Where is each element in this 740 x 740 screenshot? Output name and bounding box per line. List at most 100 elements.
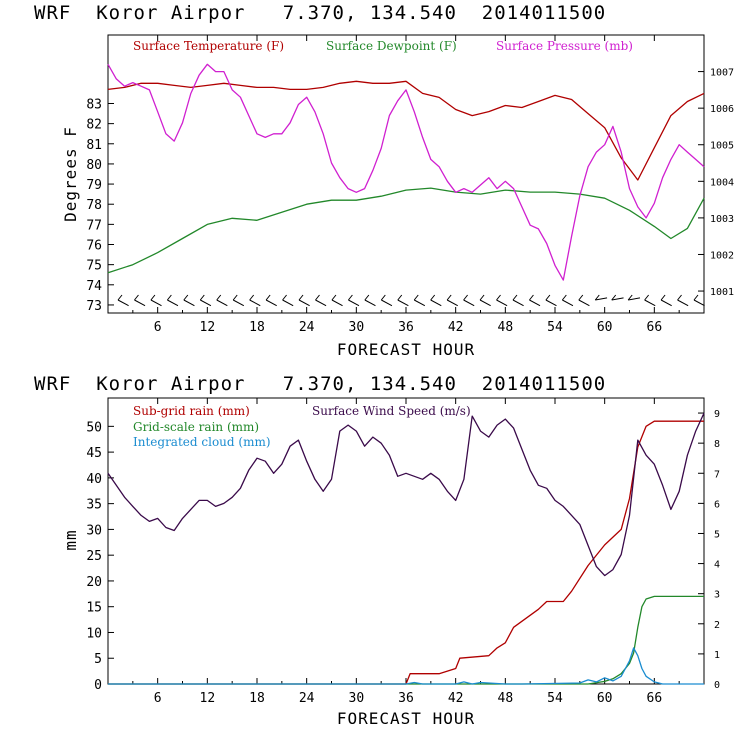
wind-barb-feather <box>216 294 222 301</box>
wind-barb-feather <box>545 294 551 301</box>
x-tick-label: 18 <box>249 320 265 335</box>
wind-barb <box>348 299 360 307</box>
wind-barb-feather <box>627 294 633 301</box>
top-y-axis-label: Degrees F <box>61 126 80 222</box>
bottom-y-axis-label: mm <box>61 529 80 550</box>
y2-tick-label: 3 <box>714 590 720 601</box>
y-tick-label: 15 <box>86 601 102 616</box>
x-tick-label: 6 <box>154 691 162 706</box>
x-tick-label: 12 <box>200 691 216 706</box>
series-line-integrated-cloud-mm <box>108 647 704 685</box>
wind-barb-feather <box>446 294 452 301</box>
x-tick-label: 6 <box>154 320 162 335</box>
y-tick-label: 40 <box>86 472 102 487</box>
x-tick-label: 60 <box>597 320 613 335</box>
y2-tick-label: 1003 <box>710 214 734 225</box>
wind-barb-feather <box>561 294 567 301</box>
y-tick-label: 82 <box>86 118 102 133</box>
top-y-ticks: 73 74 75 76 77 78 79 80 81 82 83 <box>86 97 114 314</box>
legend-surface-dewpoint: Surface Dewpoint (F) <box>326 39 457 53</box>
wind-barb-feather <box>249 294 255 301</box>
x-tick-label: 24 <box>299 320 315 335</box>
y2-tick-label: 5 <box>714 529 720 540</box>
bottom-y-ticks: 0 5 10 15 20 25 30 35 40 45 50 <box>86 420 114 693</box>
wind-barb-feather <box>463 294 468 301</box>
legend-integrated-cloud: Integrated cloud (mm) <box>133 435 271 449</box>
legend-surface-wind-speed: Surface Wind Speed (m/s) <box>312 404 471 418</box>
x-tick-label: 42 <box>448 691 464 706</box>
y2-tick-label: 0 <box>714 680 720 691</box>
x-tick-label: 66 <box>647 691 663 706</box>
x-tick-label: 24 <box>299 691 315 706</box>
wind-barb <box>216 299 228 307</box>
top-x-ticks: 6 12 18 24 30 36 42 48 54 60 66 <box>132 35 680 335</box>
bottom-header: WRF Koror Airpor 7.370, 134.540 20140115… <box>34 373 606 395</box>
wind-barb-feather <box>380 294 386 301</box>
wind-barb-feather <box>166 294 172 301</box>
wind-barb <box>150 299 162 307</box>
wind-barb <box>628 297 641 301</box>
wind-barb-feather <box>183 294 189 301</box>
y2-tick-label: 1006 <box>710 104 734 115</box>
series-line-surface-pressure-mb <box>107 63 705 281</box>
top-panel: WRF Koror Airpor 7.370, 134.540 20140115… <box>34 2 734 359</box>
wind-barb <box>677 299 689 307</box>
wind-barb-feather <box>430 294 436 301</box>
series-line-surface-dewpoint-f <box>107 187 705 274</box>
top-y2-ticks: 1001 1002 1003 1004 1005 1006 1007 <box>698 68 734 298</box>
wind-barb <box>595 297 608 301</box>
y-tick-label: 10 <box>86 626 102 641</box>
series-line-sub-grid-rain-mm <box>108 420 704 685</box>
wind-barb <box>183 299 195 307</box>
wind-barb <box>117 299 129 307</box>
series-line-surface-wind-speed-m-s <box>107 412 705 577</box>
y-tick-label: 20 <box>86 575 102 590</box>
y-tick-label: 25 <box>86 549 102 564</box>
wind-barb-feather <box>150 294 156 301</box>
x-tick-label: 12 <box>200 320 216 335</box>
top-x-axis-label: FORECAST HOUR <box>337 340 475 359</box>
wind-barb <box>232 299 245 307</box>
y-tick-label: 77 <box>86 218 102 233</box>
wind-barb <box>134 299 146 307</box>
y2-tick-label: 1004 <box>710 177 734 188</box>
wind-barb-feather <box>677 294 682 301</box>
wind-barb-feather <box>660 294 666 301</box>
wind-barb-feather <box>134 294 139 301</box>
y2-tick-label: 1005 <box>710 141 734 152</box>
wind-barb <box>397 299 409 307</box>
y-tick-label: 74 <box>86 279 102 294</box>
x-tick-label: 54 <box>547 320 563 335</box>
y2-tick-label: 1007 <box>710 68 734 79</box>
wind-barb-feather <box>578 294 584 301</box>
bottom-panel: WRF Koror Airpor 7.370, 134.540 20140115… <box>34 373 720 728</box>
wind-barb-feather <box>331 294 337 301</box>
y-tick-label: 83 <box>86 97 102 112</box>
wind-barb-feather <box>117 294 123 301</box>
y-tick-label: 0 <box>94 678 102 693</box>
y-tick-label: 73 <box>86 299 102 314</box>
wind-barb <box>479 299 491 307</box>
wind-barb <box>364 299 376 307</box>
wind-barb-feather <box>282 294 287 301</box>
x-tick-label: 18 <box>249 691 265 706</box>
y-tick-label: 76 <box>86 239 102 254</box>
x-tick-label: 30 <box>349 691 365 706</box>
wind-barb-feather <box>348 294 353 301</box>
x-tick-label: 30 <box>349 320 365 335</box>
y-tick-label: 35 <box>86 498 102 513</box>
wind-barb <box>265 299 277 307</box>
x-tick-label: 36 <box>398 320 414 335</box>
wind-barb-feather <box>298 294 304 301</box>
y-tick-label: 80 <box>86 158 102 173</box>
wind-barb-feather <box>529 294 534 301</box>
y-tick-label: 50 <box>86 420 102 435</box>
series-line-surface-temperature-f <box>107 80 705 181</box>
y-tick-label: 78 <box>86 198 102 213</box>
wind-barb-feather <box>479 294 485 301</box>
wind-barb-feather <box>413 294 419 301</box>
wind-barb-feather <box>315 294 320 301</box>
wind-barb-feather <box>232 294 238 301</box>
y-tick-label: 79 <box>86 178 102 193</box>
wind-barb <box>562 299 574 307</box>
